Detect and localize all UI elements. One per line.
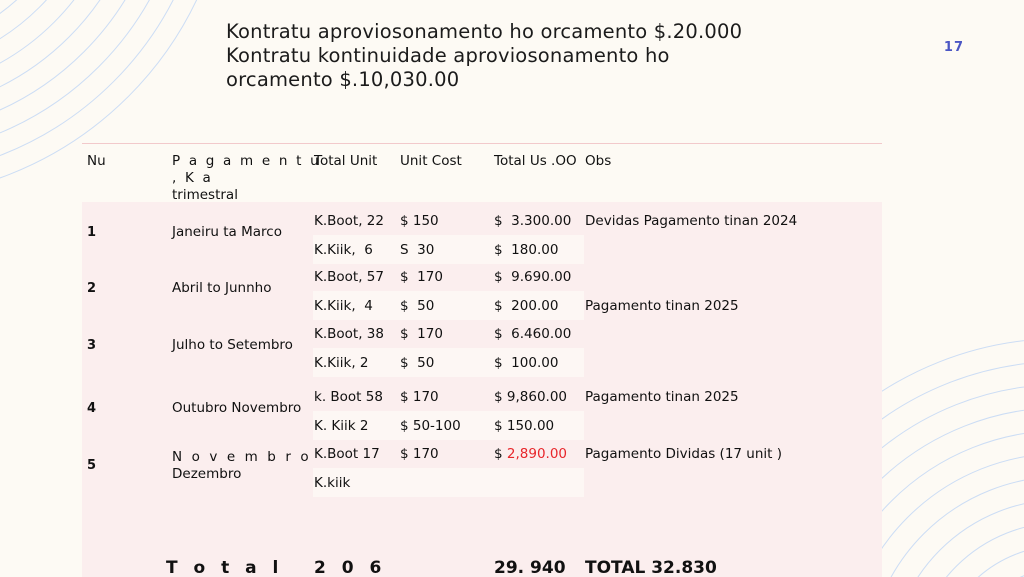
row-total-unit: K.Boot 17	[314, 446, 380, 462]
column-header-pagamentu-line1: P a g a m e n t u , K a	[172, 153, 321, 186]
total-label: T o t a l	[166, 558, 284, 577]
row-total-us: $ 100.00	[494, 355, 559, 371]
decorative-ring	[0, 0, 105, 73]
row-period: Janeiru ta Marco	[172, 224, 282, 240]
row-stripe	[313, 291, 584, 320]
column-header-pagamentu-line2: trimestral	[172, 187, 238, 203]
total-label-group: T o t a lPagamento	[166, 557, 283, 577]
grand-total-group: TOTAL 32.830	[585, 557, 717, 577]
row-unit-cost: $ 150	[400, 213, 439, 229]
column-header-pagamentu: P a g a m e n t u , K a trimestral	[172, 153, 322, 204]
total-amount: 29. 940	[494, 558, 566, 577]
total-units: 2 0 6	[314, 558, 387, 577]
row-total-unit: K.kiik	[314, 475, 351, 491]
table-top-rule	[82, 143, 882, 144]
decorative-ring	[0, 0, 63, 31]
decorative-ring	[935, 545, 1024, 577]
row-unit-cost: $ 50-100	[400, 418, 461, 434]
row-number: 1	[87, 225, 97, 240]
row-total-unit: K.Kiik, 2	[314, 355, 369, 371]
heading-line-1: Kontratu aproviosonamento ho orcamento $…	[226, 20, 743, 43]
decorative-ring	[0, 0, 168, 136]
table-total-row: T o t a lPagamento 2 0 6Unit 29. 940 TOTAL …	[82, 547, 882, 577]
row-unit-cost: $ 50	[400, 355, 435, 371]
row-period-line2: Dezembro	[172, 466, 242, 482]
row-total-unit: K.Boot, 57	[314, 269, 384, 285]
row-total-us: $ 2,890.00	[494, 446, 567, 463]
row-stripe	[313, 468, 584, 497]
row-stripe	[313, 235, 584, 264]
row-total-us-value: 2,890.00	[506, 446, 568, 462]
row-total-unit: K.Kiik, 4	[314, 298, 373, 314]
row-stripe	[313, 348, 584, 377]
row-total-us: $ 200.00	[494, 298, 559, 314]
row-total-unit: K. Kiik 2	[314, 418, 369, 434]
currency-symbol: $	[494, 446, 507, 462]
row-total-unit: K.Boot, 38	[314, 326, 384, 342]
column-header-nu: Nu	[87, 153, 106, 169]
row-total-us: $ 6.460.00	[494, 326, 572, 342]
row-period: Julho to Setembro	[172, 337, 293, 353]
decorative-ring	[958, 568, 1024, 577]
page-number: 17	[943, 40, 964, 55]
row-total-us: $ 150.00	[494, 418, 555, 434]
row-observation: Devidas Pagamento tinan 2024	[585, 213, 798, 229]
total-units-group: 2 0 6Unit	[314, 557, 386, 577]
table-body: 1 Janeiru ta Marco Devidas Pagamento tinan…	[82, 202, 882, 547]
row-total-unit: k. Boot 58	[314, 389, 383, 405]
total-amount-group: 29. 940	[494, 557, 566, 577]
column-header-total-us: Total Us .OO	[494, 153, 577, 169]
decorative-ring	[866, 476, 1024, 577]
row-number: 4	[87, 401, 97, 416]
row-total-unit: K.Boot, 22	[314, 213, 384, 229]
row-observation: Pagamento Dividas (17 unit )	[585, 446, 783, 462]
column-header-obs: Obs	[585, 153, 612, 169]
column-header-unit-cost: Unit Cost	[400, 153, 462, 169]
row-number: 3	[87, 338, 97, 353]
heading-line-2: Kontratu kontinuidade aproviosonamento h…	[226, 44, 670, 67]
decorative-ring	[912, 522, 1024, 577]
row-observation: Pagamento tinan 2025	[585, 298, 739, 314]
row-unit-cost: S 30	[400, 242, 435, 258]
decorative-ring	[0, 0, 126, 94]
row-total-us: $ 180.00	[494, 242, 559, 258]
decorative-ring	[0, 0, 84, 52]
column-header-total-unit: Total Unit	[314, 153, 378, 169]
row-period: Outubro Novembro	[172, 400, 302, 416]
decorative-ring	[889, 499, 1024, 577]
grand-total: TOTAL 32.830	[585, 558, 717, 577]
row-number: 2	[87, 281, 97, 296]
row-unit-cost: $ 170	[400, 446, 439, 462]
table-header-row: Nu P a g a m e n t u , K a trimestral Tot…	[82, 144, 882, 204]
row-total-unit: K.Kiik, 6	[314, 242, 373, 258]
row-unit-cost: $ 170	[400, 326, 443, 342]
row-total-us: $ 9,860.00	[494, 389, 567, 405]
row-unit-cost: $ 170	[400, 269, 443, 285]
row-observation: Pagamento tinan 2025	[585, 389, 739, 405]
row-stripe	[313, 411, 584, 440]
row-number: 5	[87, 458, 97, 473]
slide-heading: Kontratu aproviosonamento ho orcamento $…	[226, 20, 826, 92]
row-period: Abril to Junnho	[172, 280, 272, 296]
heading-line-3: orcamento $.10,030.00	[226, 68, 460, 91]
row-period: N o v e m b r o Dezembro	[172, 449, 312, 482]
decorative-ring	[0, 0, 42, 10]
row-unit-cost: $ 170	[400, 389, 439, 405]
row-unit-cost: $ 50	[400, 298, 435, 314]
decorative-ring	[0, 0, 189, 157]
decorative-ring	[0, 0, 147, 115]
budget-table: Nu P a g a m e n t u , K a trimestral Tot…	[82, 143, 882, 577]
row-total-us: $ 3.300.00	[494, 213, 572, 229]
row-total-us: $ 9.690.00	[494, 269, 572, 285]
